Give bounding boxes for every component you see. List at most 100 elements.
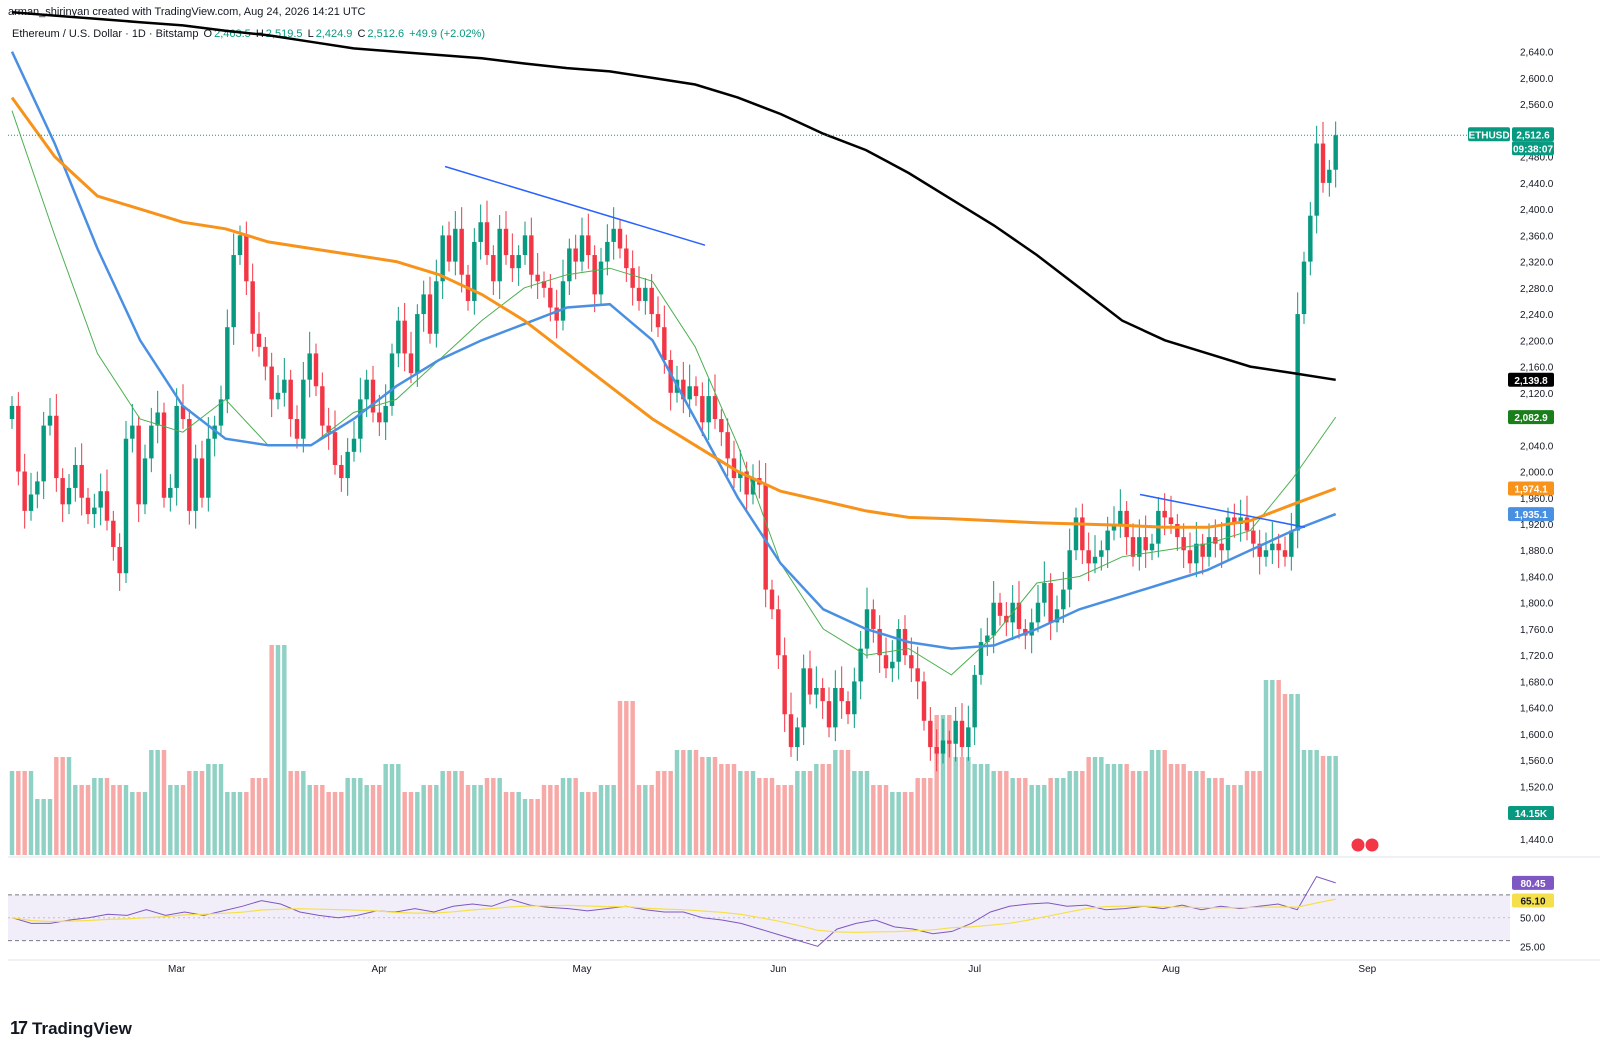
candle-body xyxy=(212,425,217,439)
volume-bar xyxy=(1010,778,1015,855)
candle-body xyxy=(1289,530,1294,557)
volume-bar xyxy=(117,785,122,855)
candle-body xyxy=(408,353,414,374)
volume-bar xyxy=(1080,771,1085,855)
volume-bar xyxy=(459,771,464,855)
candle-body xyxy=(662,327,667,360)
candle-body xyxy=(1042,583,1047,603)
candle-body xyxy=(529,235,534,275)
candle-body xyxy=(643,287,648,301)
volume-bar xyxy=(617,701,623,855)
candle-body xyxy=(47,415,53,426)
volume-bar xyxy=(1130,771,1136,855)
price-axis-label: 1,920.0 xyxy=(1520,520,1554,531)
price-axis-label: 2,120.0 xyxy=(1520,389,1554,400)
close-value: 2,512.6 xyxy=(367,28,405,40)
volume-bar xyxy=(440,771,445,855)
volume-bar xyxy=(795,771,800,855)
volume-bar xyxy=(592,792,597,855)
candle-body xyxy=(1004,615,1009,623)
volume-bar xyxy=(1213,778,1218,855)
candle-body xyxy=(326,425,331,433)
candle-body xyxy=(814,688,819,695)
candle-body xyxy=(434,281,439,334)
candle-body xyxy=(1225,517,1231,551)
candle-body xyxy=(1092,556,1098,564)
volume-bar xyxy=(1016,778,1022,855)
volume-bar xyxy=(484,778,490,855)
volume-bar xyxy=(1187,771,1193,855)
candle-body xyxy=(1143,537,1148,551)
volume-bar xyxy=(389,764,395,855)
volume-bar xyxy=(73,785,78,855)
volume-bar xyxy=(674,750,680,855)
candle-body xyxy=(1029,622,1034,636)
volume-bar xyxy=(864,771,870,855)
volume-bar xyxy=(959,757,965,855)
candle-body xyxy=(940,740,946,754)
candle-body xyxy=(263,346,268,367)
candle-body xyxy=(168,487,173,498)
tradingview-logo[interactable]: 17 TradingView xyxy=(10,1018,132,1039)
price-axis-label: 1,680.0 xyxy=(1520,677,1554,688)
ma50-badge-text: 1,935.1 xyxy=(1514,510,1548,521)
volume-bar xyxy=(1200,771,1205,855)
volume-bar xyxy=(263,778,268,855)
candle-body xyxy=(155,412,160,426)
volume-bar xyxy=(934,715,939,855)
candle-body xyxy=(1187,550,1193,564)
candle-body xyxy=(142,458,148,505)
candle-body xyxy=(516,255,521,269)
rsi-badge-bg xyxy=(1512,875,1554,890)
volume-bar xyxy=(28,771,34,855)
candle-body xyxy=(1054,609,1060,623)
volume-bar xyxy=(586,792,591,855)
volume-bar xyxy=(554,785,559,855)
volume-bar xyxy=(1061,778,1066,855)
volume-bar xyxy=(1035,785,1041,855)
price-axis-label: 2,640.0 xyxy=(1520,48,1554,59)
volume-bar xyxy=(326,792,331,855)
volume-bar xyxy=(883,785,889,855)
candle-body xyxy=(313,353,319,387)
candle-body xyxy=(839,688,844,702)
candle-body xyxy=(351,438,357,452)
volume-bar xyxy=(339,792,344,855)
volume-bar xyxy=(750,771,756,855)
volume-bar xyxy=(624,701,629,855)
volume-bar xyxy=(275,645,281,855)
volume-bar xyxy=(700,757,705,855)
candle-body xyxy=(1175,524,1180,538)
trendline-lower xyxy=(1139,493,1306,529)
time-axis-label: Aug xyxy=(1162,964,1180,975)
ma50-badge-bg xyxy=(1508,507,1554,522)
candle-body xyxy=(446,235,452,262)
volume-bar xyxy=(1168,764,1174,855)
tradingview-brand: TradingView xyxy=(32,1018,132,1038)
volume-bar xyxy=(915,778,920,855)
candle-body xyxy=(1333,135,1338,170)
volume-bar xyxy=(212,764,217,855)
volume-bar xyxy=(123,785,129,855)
volume-bar xyxy=(206,764,211,855)
volume-bar xyxy=(161,750,167,855)
volume-bar xyxy=(1149,750,1155,855)
volume-bar xyxy=(193,771,198,855)
volume-bar xyxy=(725,764,730,855)
candle-body xyxy=(1263,550,1269,557)
candle-body xyxy=(1251,530,1256,544)
candles xyxy=(9,121,1338,772)
volume-bar xyxy=(807,771,813,855)
volume-bar xyxy=(41,799,46,855)
volume-bar xyxy=(345,778,350,855)
volume-bar xyxy=(649,785,654,855)
candle-body xyxy=(1232,517,1237,524)
volume-bar xyxy=(1029,785,1034,855)
change-value: +49.9 (+2.02%) xyxy=(409,28,486,40)
volume-bar xyxy=(1105,764,1110,855)
candle-body xyxy=(1327,169,1332,183)
ma50-line xyxy=(10,51,1337,650)
symbol-title[interactable]: Ethereum / U.S. Dollar · 1D · Bitstamp xyxy=(12,28,199,40)
candle-body xyxy=(193,458,198,511)
